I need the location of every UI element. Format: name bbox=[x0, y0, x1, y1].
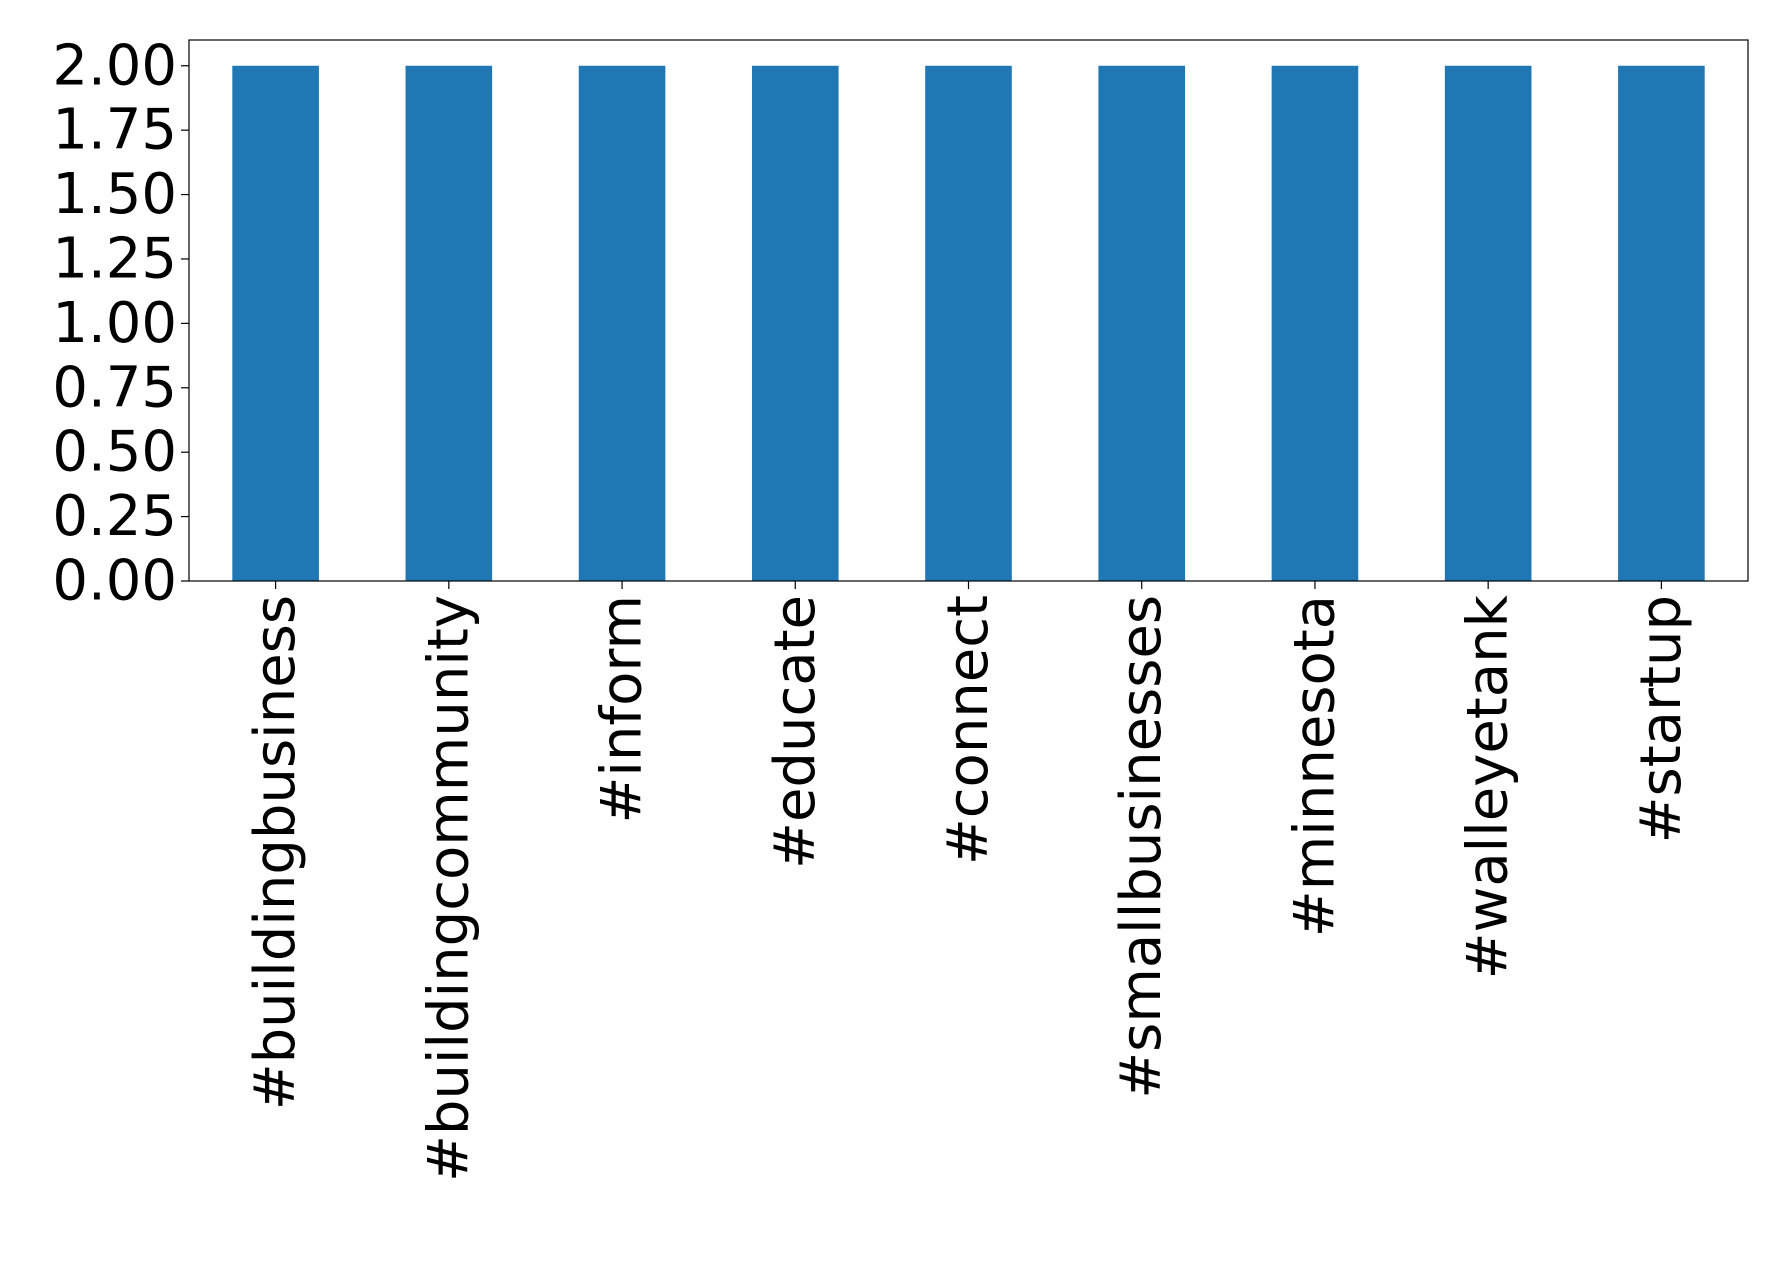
y-tick-label: 1.25 bbox=[52, 226, 177, 291]
bar bbox=[232, 65, 319, 581]
y-tick-label: 1.75 bbox=[52, 98, 177, 163]
bar bbox=[405, 65, 493, 581]
x-tick-label: #buildingbusiness bbox=[243, 595, 308, 1110]
x-tick-label: #smallbusinesses bbox=[1109, 595, 1174, 1099]
y-tick-label: 2.00 bbox=[52, 33, 177, 98]
bar bbox=[1271, 65, 1359, 581]
bar bbox=[1444, 65, 1532, 581]
y-tick-label: 0.00 bbox=[52, 549, 177, 614]
x-tick-label: #startup bbox=[1629, 595, 1694, 843]
x-tick-label: #buildingcommunity bbox=[416, 595, 481, 1182]
x-tick-label: #walleyetank bbox=[1456, 594, 1521, 979]
y-tick-label: 1.00 bbox=[52, 291, 177, 356]
y-tick-label: 0.25 bbox=[52, 484, 177, 549]
bar bbox=[751, 65, 839, 581]
x-tick-label: #connect bbox=[936, 595, 1001, 865]
bar bbox=[925, 65, 1012, 581]
y-tick-label: 1.50 bbox=[52, 162, 177, 227]
y-tick-label: 0.50 bbox=[52, 420, 177, 485]
bar bbox=[1098, 65, 1186, 581]
bar bbox=[1618, 65, 1705, 581]
x-tick-label: #educate bbox=[763, 595, 828, 869]
bar bbox=[578, 65, 666, 581]
plot-frame bbox=[188, 39, 1749, 582]
x-tick-label: #minnesota bbox=[1282, 595, 1347, 937]
x-tick-label: #inform bbox=[590, 595, 655, 824]
y-tick-label: 0.75 bbox=[52, 355, 177, 420]
